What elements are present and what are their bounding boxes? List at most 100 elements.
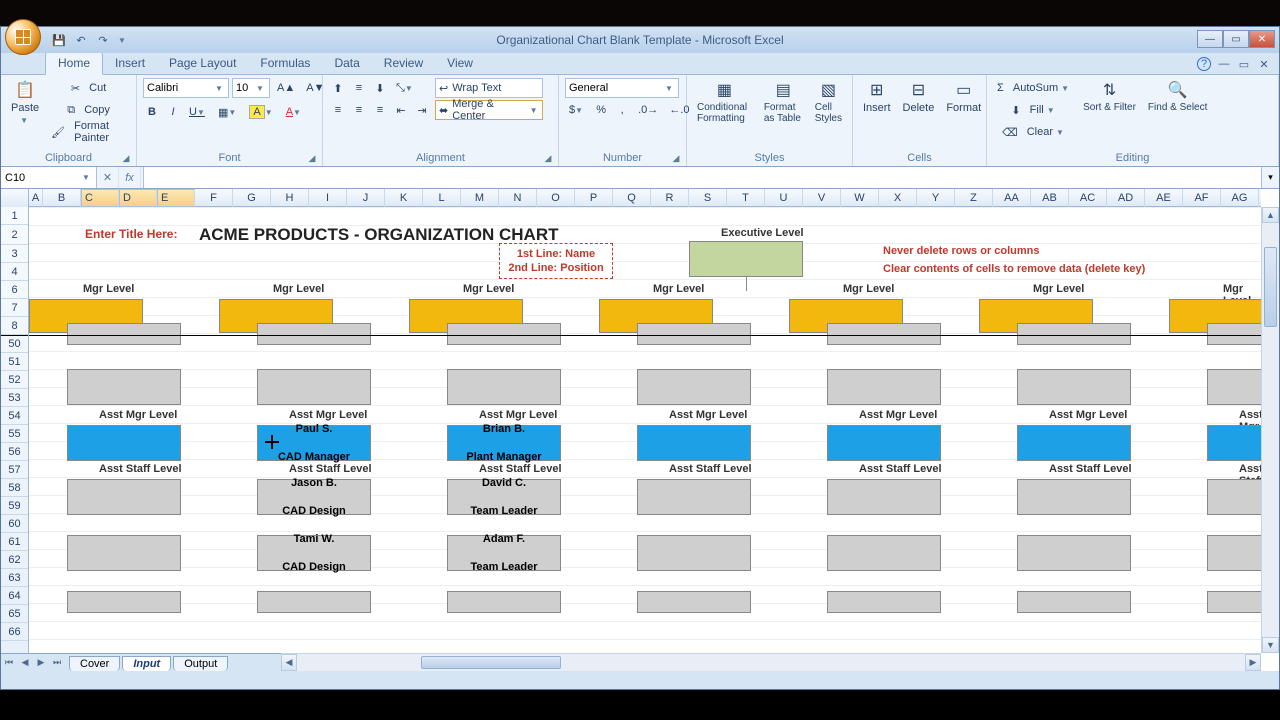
scroll-down-icon[interactable]: ▼	[1262, 637, 1279, 653]
col-header-H[interactable]: H	[271, 189, 309, 207]
staff-box-5-1[interactable]	[1017, 535, 1131, 571]
font-name-select[interactable]: Calibri▼	[143, 78, 229, 98]
indent-increase-button[interactable]: ⇥	[413, 100, 431, 120]
fill-button[interactable]: ⬇ Fill▼	[993, 100, 1075, 120]
row-header-64[interactable]: 64	[1, 587, 28, 605]
col-header-E[interactable]: E	[157, 189, 195, 207]
copy-button[interactable]: ⧉ Copy	[47, 100, 130, 120]
format-as-table-button[interactable]: ▤Format as Table	[760, 78, 807, 126]
ribbon-minimize-icon[interactable]: —	[1217, 57, 1231, 71]
staff-box-0-2[interactable]	[67, 591, 181, 613]
executive-box[interactable]	[689, 241, 803, 277]
font-color-button[interactable]: A▼	[282, 102, 307, 122]
staff-box-0-0[interactable]	[67, 479, 181, 515]
staff-box-1-0[interactable]: Jason B.CAD Design	[257, 479, 371, 515]
col-header-AB[interactable]: AB	[1031, 189, 1069, 207]
sheet-tab-output[interactable]: Output	[173, 656, 228, 671]
tab-insert[interactable]: Insert	[103, 53, 157, 74]
cancel-fx-icon[interactable]: ✕	[97, 167, 119, 188]
row-header-1[interactable]: 1	[1, 207, 28, 225]
staff-box-3-0[interactable]	[637, 479, 751, 515]
save-icon[interactable]: 💾	[51, 32, 67, 48]
spreadsheet-grid[interactable]: ABCDEFGHIJKLMNOPQRSTUVWXYZAAABACADAEAFAG…	[1, 189, 1279, 671]
alignment-launcher-icon[interactable]: ◢	[542, 153, 554, 165]
ribbon-restore-icon[interactable]: ▭	[1237, 57, 1251, 71]
col-header-Q[interactable]: Q	[613, 189, 651, 207]
row-header-8[interactable]: 8	[1, 317, 28, 335]
office-button[interactable]	[5, 19, 41, 55]
fill-color-button[interactable]: A▼	[245, 102, 278, 122]
row-header-7[interactable]: 7	[1, 299, 28, 317]
tab-first-icon[interactable]: ⏮	[1, 655, 17, 671]
row-header-51[interactable]: 51	[1, 353, 28, 371]
italic-button[interactable]: I	[164, 102, 182, 122]
staff-box-4-2[interactable]	[827, 591, 941, 613]
row-header-3[interactable]: 3	[1, 245, 28, 263]
gray-box-b-0[interactable]	[67, 369, 181, 405]
col-header-Z[interactable]: Z	[955, 189, 993, 207]
qat-dropdown-icon[interactable]: ▼	[117, 32, 127, 48]
col-header-X[interactable]: X	[879, 189, 917, 207]
sort-filter-button[interactable]: ⇅Sort & Filter	[1079, 78, 1140, 115]
cells-area[interactable]: Enter Title Here:ACME PRODUCTS - ORGANIZ…	[29, 207, 1261, 653]
tab-last-icon[interactable]: ⏭	[49, 655, 65, 671]
col-header-AE[interactable]: AE	[1145, 189, 1183, 207]
col-header-T[interactable]: T	[727, 189, 765, 207]
col-header-S[interactable]: S	[689, 189, 727, 207]
row-header-2[interactable]: 2	[1, 225, 28, 245]
ribbon-close-icon[interactable]: ✕	[1257, 57, 1271, 71]
staff-box-2-2[interactable]	[447, 591, 561, 613]
col-header-AC[interactable]: AC	[1069, 189, 1107, 207]
vertical-scrollbar[interactable]: ▲ ▼	[1261, 207, 1279, 653]
col-header-D[interactable]: D	[119, 189, 157, 207]
row-header-63[interactable]: 63	[1, 569, 28, 587]
cell-styles-button[interactable]: ▧Cell Styles	[811, 78, 846, 126]
col-header-L[interactable]: L	[423, 189, 461, 207]
tab-page-layout[interactable]: Page Layout	[157, 53, 248, 74]
row-header-61[interactable]: 61	[1, 533, 28, 551]
fx-icon[interactable]: fx	[119, 167, 141, 188]
gray-box-b-5[interactable]	[1017, 369, 1131, 405]
asstmgr-box-0[interactable]	[67, 425, 181, 461]
border-button[interactable]: ▦▼	[214, 102, 242, 122]
staff-box-1-1[interactable]: Tami W.CAD Design	[257, 535, 371, 571]
col-header-B[interactable]: B	[43, 189, 81, 207]
percent-button[interactable]: %	[592, 100, 610, 120]
asstmgr-box-3[interactable]	[637, 425, 751, 461]
staff-box-4-1[interactable]	[827, 535, 941, 571]
select-all-corner[interactable]	[1, 189, 29, 207]
hscroll-thumb[interactable]	[421, 656, 561, 669]
vscroll-thumb[interactable]	[1264, 247, 1277, 327]
staff-box-5-0[interactable]	[1017, 479, 1131, 515]
align-top-button[interactable]: ⬆	[329, 78, 347, 98]
tab-view[interactable]: View	[435, 53, 485, 74]
gray-box-a-2[interactable]	[447, 323, 561, 345]
minimize-button[interactable]: —	[1197, 30, 1223, 48]
align-middle-button[interactable]: ≡	[350, 78, 368, 98]
asstmgr-box-2[interactable]: Brian B.Plant Manager	[447, 425, 561, 461]
row-header-58[interactable]: 58	[1, 479, 28, 497]
gray-box-a-0[interactable]	[67, 323, 181, 345]
align-right-button[interactable]: ≡	[371, 100, 389, 120]
row-header-65[interactable]: 65	[1, 605, 28, 623]
row-header-4[interactable]: 4	[1, 263, 28, 281]
col-header-V[interactable]: V	[803, 189, 841, 207]
gray-box-b-4[interactable]	[827, 369, 941, 405]
col-header-AA[interactable]: AA	[993, 189, 1031, 207]
help-icon[interactable]: ?	[1197, 57, 1211, 71]
asstmgr-box-4[interactable]	[827, 425, 941, 461]
staff-box-2-1[interactable]: Adam F.Team Leader	[447, 535, 561, 571]
maximize-button[interactable]: ▭	[1223, 30, 1249, 48]
clear-button[interactable]: ⌫ Clear▼	[993, 122, 1075, 142]
sheet-tab-input[interactable]: Input	[122, 656, 171, 671]
col-header-K[interactable]: K	[385, 189, 423, 207]
paste-button[interactable]: 📋 Paste ▼	[7, 78, 43, 127]
underline-button[interactable]: U▼	[185, 102, 211, 122]
col-header-AF[interactable]: AF	[1183, 189, 1221, 207]
gray-box-b-1[interactable]	[257, 369, 371, 405]
gray-box-a-1[interactable]	[257, 323, 371, 345]
row-header-52[interactable]: 52	[1, 371, 28, 389]
row-header-6[interactable]: 6	[1, 281, 28, 299]
col-header-W[interactable]: W	[841, 189, 879, 207]
number-launcher-icon[interactable]: ◢	[670, 153, 682, 165]
